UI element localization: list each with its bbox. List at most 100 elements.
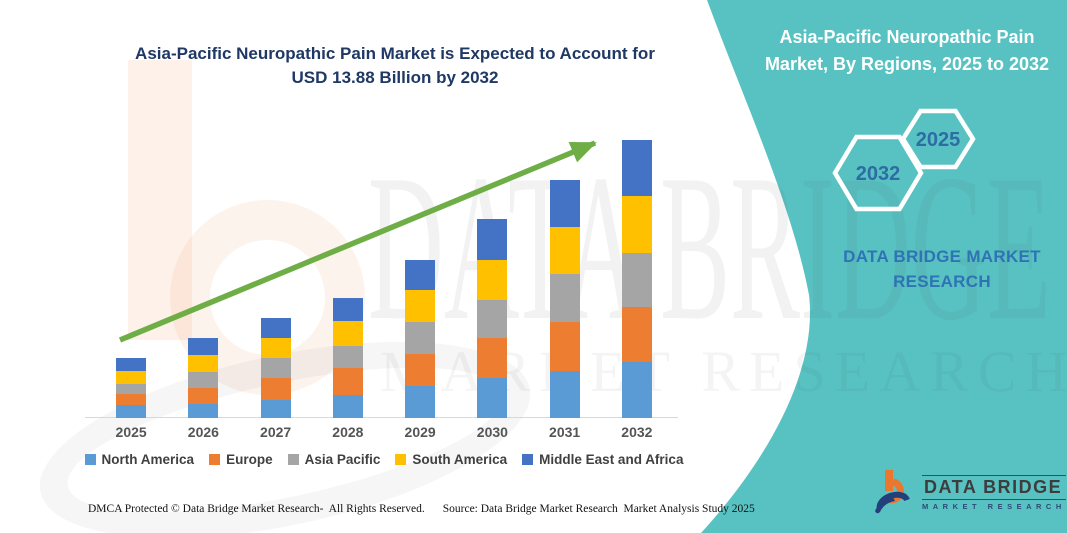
segment-north-america-2030 <box>477 378 508 418</box>
segment-asia-pacific-2027 <box>260 358 291 378</box>
x-axis-tick-2027: 2027 <box>260 424 292 440</box>
segment-south-america-2032 <box>621 195 652 253</box>
x-axis-tick-2029: 2029 <box>404 424 436 440</box>
hexagon-2032-label: 2032 <box>856 163 901 185</box>
dbmr-logo-title: DATA BRIDGE <box>922 475 1066 500</box>
dbmr-logo: DATA BRIDGE MARKET RESEARCH <box>872 468 1066 518</box>
segment-south-america-2030 <box>477 260 508 300</box>
stacked-bar-2032 <box>621 140 652 418</box>
stacked-bar-2025 <box>116 358 147 418</box>
legend-label-asia-pacific: Asia Pacific <box>304 452 381 467</box>
chart-legend: North America Europe Asia Pacific South Ame… <box>84 452 683 467</box>
segment-middle-east-and-africa-2031 <box>549 180 580 227</box>
segment-middle-east-and-africa-2028 <box>332 298 363 321</box>
year-hexagons: 2032 2025 <box>832 108 976 212</box>
bar-column-2026: 2026 <box>167 128 239 441</box>
stacked-bar-2030 <box>477 219 508 418</box>
footer: DMCA Protected © Data Bridge Market Rese… <box>88 503 755 515</box>
chart-headline: Asia-Pacific Neuropathic Pain Market is … <box>85 42 705 90</box>
legend-item-europe: Europe <box>209 452 273 467</box>
footer-source-text: Source: Data Bridge Market Research Mark… <box>442 503 755 515</box>
segment-middle-east-and-africa-2025 <box>116 358 147 371</box>
segment-south-america-2029 <box>405 290 436 322</box>
bar-column-2029: 2029 <box>384 128 456 441</box>
stacked-bar-2028 <box>332 298 363 418</box>
x-axis-tick-2032: 2032 <box>621 424 653 440</box>
legend-item-asia-pacific: Asia Pacific <box>287 452 381 467</box>
segment-north-america-2027 <box>260 400 291 418</box>
stacked-bar-2031 <box>549 180 580 418</box>
legend-item-south-america: South America <box>395 452 507 467</box>
bar-column-2025: 2025 <box>95 128 167 441</box>
hexagon-2025-label: 2025 <box>916 129 961 151</box>
segment-middle-east-and-africa-2029 <box>405 260 436 290</box>
segment-asia-pacific-2025 <box>116 383 147 395</box>
stacked-bar-2026 <box>188 338 219 418</box>
segment-north-america-2026 <box>188 404 219 418</box>
chart-headline-line1: Asia-Pacific Neuropathic Pain Market is … <box>135 44 655 63</box>
x-axis-tick-2031: 2031 <box>549 424 581 440</box>
bar-column-2032: 2032 <box>601 128 673 441</box>
segment-europe-2027 <box>260 378 291 400</box>
legend-label-europe: Europe <box>226 452 273 467</box>
x-axis-tick-2025: 2025 <box>115 424 147 440</box>
legend-swatch-asia-pacific <box>287 454 299 465</box>
segment-south-america-2028 <box>332 321 363 346</box>
trend-arrow-icon <box>118 140 597 343</box>
segment-north-america-2031 <box>549 371 580 418</box>
legend-item-north-america: North America <box>84 452 195 467</box>
segment-europe-2031 <box>549 322 580 371</box>
segment-asia-pacific-2032 <box>621 252 652 308</box>
x-axis-tick-2026: 2026 <box>187 424 219 440</box>
panel-title-line1: Asia-Pacific Neuropathic Pain <box>779 27 1035 47</box>
segment-europe-2032 <box>621 307 652 363</box>
footer-dmca-text: DMCA Protected © Data Bridge Market Rese… <box>88 503 425 515</box>
segment-middle-east-and-africa-2032 <box>621 140 652 196</box>
legend-item-middle-east-and-africa: Middle East and Africa <box>522 452 683 467</box>
bar-column-2031: 2031 <box>529 128 601 441</box>
bar-column-2027: 2027 <box>240 128 312 441</box>
bar-column-2030: 2030 <box>456 128 528 441</box>
segment-south-america-2025 <box>116 370 147 384</box>
segment-south-america-2031 <box>549 227 580 274</box>
segment-europe-2030 <box>477 338 508 378</box>
segment-north-america-2025 <box>116 405 147 418</box>
segment-asia-pacific-2029 <box>405 322 436 354</box>
x-axis-tick-2030: 2030 <box>476 424 508 440</box>
x-axis-tick-2028: 2028 <box>332 424 364 440</box>
legend-swatch-middle-east-and-africa <box>522 454 534 465</box>
stacked-bar-2029 <box>405 260 436 418</box>
segment-north-america-2028 <box>332 395 363 418</box>
segment-south-america-2026 <box>188 355 219 372</box>
legend-swatch-europe <box>209 454 221 465</box>
legend-label-north-america: North America <box>101 452 195 467</box>
segment-europe-2029 <box>405 354 436 386</box>
panel-title-line2: Market, By Regions, 2025 to 2032 <box>764 54 1050 74</box>
segment-asia-pacific-2028 <box>332 346 363 368</box>
dbmr-logo-subtitle: MARKET RESEARCH <box>922 502 1066 511</box>
stacked-bar-chart: 2025 2026 2027 2028 2029 2030 2031 2032 <box>95 128 673 441</box>
panel-title: Asia-Pacific Neuropathic Pain Market, By… <box>758 24 1056 78</box>
segment-europe-2026 <box>188 388 219 404</box>
dbmr-logo-b-icon <box>875 470 910 514</box>
segment-europe-2025 <box>116 394 147 406</box>
legend-label-middle-east-and-africa: Middle East and Africa <box>539 452 684 467</box>
segment-asia-pacific-2031 <box>549 274 580 322</box>
legend-swatch-south-america <box>395 454 407 465</box>
segment-middle-east-and-africa-2027 <box>260 318 291 338</box>
hexagon-2025-icon <box>900 108 976 170</box>
chart-headline-line2: USD 13.88 Billion by 2032 <box>291 68 499 88</box>
legend-swatch-north-america <box>84 454 96 465</box>
segment-europe-2028 <box>332 368 363 395</box>
bar-column-2028: 2028 <box>312 128 384 441</box>
legend-label-south-america: South America <box>412 452 508 467</box>
stacked-bar-2027 <box>260 318 291 418</box>
segment-asia-pacific-2030 <box>477 300 508 338</box>
segment-south-america-2027 <box>260 338 291 358</box>
segment-asia-pacific-2026 <box>188 372 219 388</box>
brand-caption: DATA BRIDGE MARKET RESEARCH <box>843 247 1041 291</box>
segment-middle-east-and-africa-2030 <box>477 219 508 260</box>
segment-middle-east-and-africa-2026 <box>188 338 219 355</box>
segment-north-america-2032 <box>621 362 652 418</box>
